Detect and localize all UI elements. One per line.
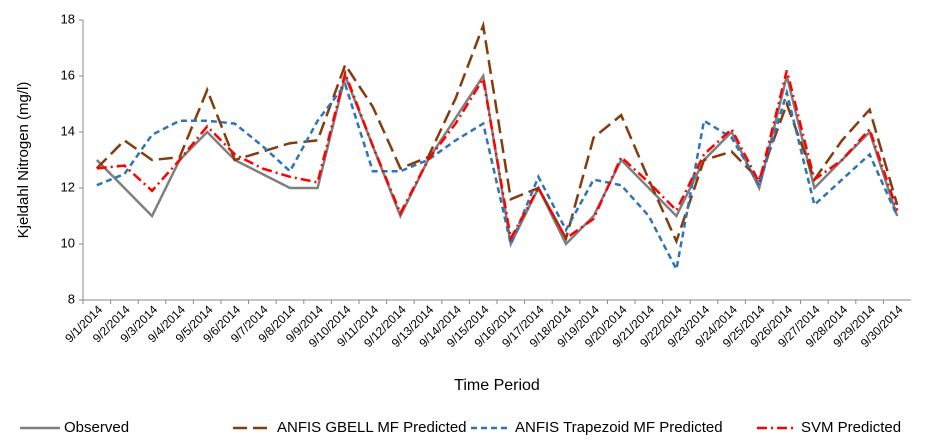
y-tick-label: 12 <box>61 179 75 194</box>
y-tick-label: 8 <box>68 291 75 306</box>
series-line <box>96 69 899 243</box>
series-line <box>96 81 899 274</box>
legend-label: ANFIS Trapezoid MF Predicted <box>515 419 723 436</box>
legend-label: ANFIS GBELL MF Predicted <box>277 419 467 436</box>
y-tick-label: 18 <box>61 11 75 26</box>
y-tick-label: 10 <box>61 235 75 250</box>
legend-label: SVM Predicted <box>801 419 901 436</box>
y-tick-label: 16 <box>61 67 75 82</box>
x-axis-label: Time Period <box>454 377 540 394</box>
y-axis-label: Kjeldahl Nitrogen (mg/l) <box>15 82 32 239</box>
series-line <box>95 20 899 245</box>
legend-label: Observed <box>64 419 129 436</box>
y-tick-label: 14 <box>61 123 75 138</box>
